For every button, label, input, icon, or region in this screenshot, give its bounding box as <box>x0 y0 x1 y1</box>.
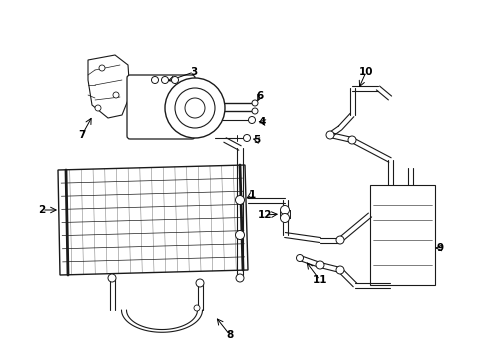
Text: 2: 2 <box>38 205 45 215</box>
FancyBboxPatch shape <box>127 75 195 139</box>
Circle shape <box>196 279 203 287</box>
Circle shape <box>296 255 303 261</box>
Circle shape <box>151 77 158 84</box>
Circle shape <box>175 88 215 128</box>
Circle shape <box>184 98 204 118</box>
Circle shape <box>251 100 258 106</box>
Circle shape <box>347 136 355 144</box>
Circle shape <box>243 135 250 141</box>
Circle shape <box>164 78 224 138</box>
Text: 9: 9 <box>436 243 443 253</box>
Circle shape <box>99 65 105 71</box>
Polygon shape <box>88 55 130 118</box>
Polygon shape <box>58 165 247 275</box>
Text: 10: 10 <box>358 67 372 77</box>
Circle shape <box>236 274 244 282</box>
Circle shape <box>108 274 116 282</box>
Circle shape <box>325 131 333 139</box>
Text: 7: 7 <box>78 130 85 140</box>
Text: 8: 8 <box>226 330 233 340</box>
Circle shape <box>161 77 168 84</box>
Circle shape <box>248 117 255 123</box>
Circle shape <box>280 206 289 215</box>
Circle shape <box>335 266 343 274</box>
Text: 11: 11 <box>312 275 326 285</box>
Text: 6: 6 <box>256 91 263 101</box>
Circle shape <box>315 261 324 269</box>
Text: 4: 4 <box>258 117 265 127</box>
Circle shape <box>113 92 119 98</box>
Circle shape <box>95 105 101 111</box>
Circle shape <box>235 230 244 239</box>
Circle shape <box>235 195 244 204</box>
Circle shape <box>251 108 258 114</box>
Circle shape <box>335 236 343 244</box>
Circle shape <box>194 305 200 311</box>
Text: 12: 12 <box>257 210 272 220</box>
Text: 5: 5 <box>253 135 260 145</box>
Text: 1: 1 <box>248 190 255 200</box>
Circle shape <box>171 77 178 84</box>
Bar <box>369 185 434 285</box>
Text: 3: 3 <box>190 67 197 77</box>
Circle shape <box>280 213 289 222</box>
